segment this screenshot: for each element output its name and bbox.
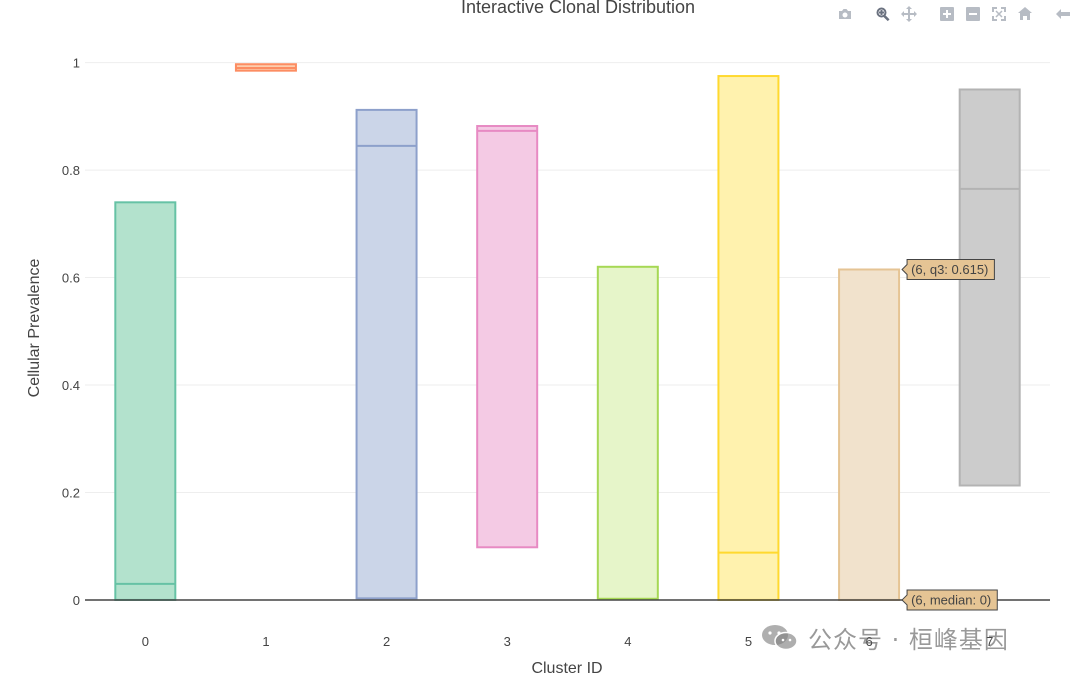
pan-icon[interactable] (898, 4, 920, 24)
y-tick-label: 1 (73, 56, 80, 71)
box-cluster-1[interactable] (234, 63, 297, 72)
zoom-in-icon[interactable] (936, 4, 958, 24)
box-cluster-0[interactable] (114, 201, 177, 601)
box-cluster-5[interactable] (717, 75, 780, 601)
hover-label-text: (6, median: 0) (911, 592, 991, 607)
hover-closest-icon[interactable] (1052, 4, 1074, 24)
grid-lines (85, 62, 1050, 493)
box-body[interactable] (596, 265, 659, 600)
zoom-out-icon[interactable] (962, 4, 984, 24)
box-body[interactable] (476, 125, 539, 549)
y-tick-label: 0 (73, 593, 80, 608)
y-axis-label: Cellular Prevalence (26, 259, 43, 398)
x-tick-label: 3 (504, 634, 511, 649)
hover-labels: (6, q3: 0.615) (6, median: 0) (901, 258, 998, 611)
y-tick-label: 0.6 (62, 271, 80, 286)
x-tick-label: 4 (624, 634, 631, 649)
boxes[interactable] (114, 63, 1021, 601)
hover-label-text: (6, q3: 0.615) (911, 262, 988, 277)
y-tick-labels: 0 0.2 0.4 0.6 0.8 1 (62, 56, 80, 608)
box-cluster-4[interactable] (596, 265, 659, 600)
home-icon[interactable] (1014, 4, 1036, 24)
watermark: 公众号 · 桓峰基因 (760, 620, 1009, 655)
zoom-icon[interactable] (872, 4, 894, 24)
x-tick-label: 7 (986, 634, 993, 649)
box-body[interactable] (355, 108, 418, 600)
y-tick-label: 0.4 (62, 378, 80, 393)
wechat-icon (762, 624, 798, 650)
box-body[interactable] (958, 88, 1021, 487)
x-tick-label: 0 (142, 634, 149, 649)
box-body[interactable] (717, 75, 780, 601)
hover-label: (6, median: 0) (901, 589, 998, 611)
chart-title: Interactive Clonal Distribution (461, 0, 695, 17)
x-tick-label: 5 (745, 634, 752, 649)
x-tick-labels: 0 1 2 3 4 5 6 7 (142, 634, 994, 649)
x-axis-label: Cluster ID (531, 660, 602, 677)
watermark-text: 公众号 · 桓峰基因 (808, 626, 1009, 654)
box-cluster-3[interactable] (476, 125, 539, 549)
x-tick-label: 2 (383, 634, 390, 649)
modebar (834, 4, 1074, 24)
box-cluster-2[interactable] (355, 108, 418, 600)
x-tick-label: 1 (262, 634, 269, 649)
box-cluster-6[interactable] (838, 268, 901, 601)
y-tick-label: 0.2 (62, 485, 80, 500)
x-tick-label: 6 (865, 634, 872, 649)
autoscale-icon[interactable] (988, 4, 1010, 24)
y-tick-label: 0.8 (62, 163, 80, 178)
box-body[interactable] (114, 201, 177, 601)
hover-label: (6, q3: 0.615) (901, 258, 995, 280)
camera-icon[interactable] (834, 4, 856, 24)
box-body[interactable] (838, 268, 901, 601)
box-cluster-7[interactable] (958, 88, 1021, 487)
